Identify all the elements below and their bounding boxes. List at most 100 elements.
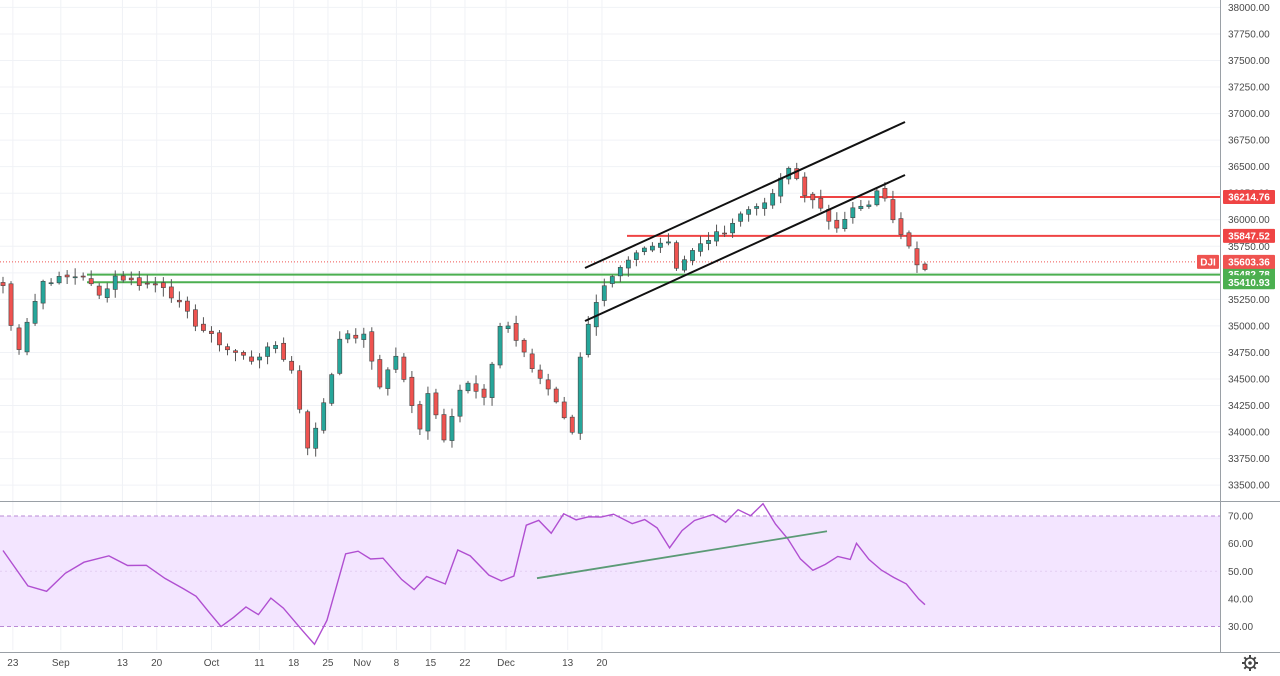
price-tick-label: 33500.00 (1228, 481, 1270, 492)
candle-down (128, 271, 134, 286)
candle-body (553, 388, 559, 403)
candle-down (289, 356, 295, 374)
candle-body (537, 369, 543, 379)
candle-up (730, 218, 735, 238)
candle-body (281, 342, 287, 360)
candle-up (706, 232, 711, 251)
time-tick-label: Sep (52, 658, 70, 669)
candle-up (48, 278, 54, 286)
candle-down (241, 350, 246, 360)
level-badge (1223, 189, 1275, 204)
candle-up (465, 380, 471, 394)
candle-body (265, 346, 270, 357)
candle-body (168, 286, 174, 299)
candle-down (890, 190, 896, 224)
time-tick-label: 23 (7, 658, 19, 669)
candle-body (754, 206, 760, 209)
trendlines[interactable] (584, 121, 906, 322)
candle-body (56, 276, 62, 284)
candle-body (866, 204, 872, 207)
candle-down (433, 388, 439, 419)
price-tick-label: 37000.00 (1228, 109, 1270, 120)
candle-body (906, 232, 912, 247)
candle-down (152, 276, 158, 293)
price-tick-label: 38000.00 (1228, 3, 1270, 14)
candle-down (417, 400, 423, 436)
candle-down (529, 348, 535, 373)
candle-body (497, 325, 503, 366)
time-tick-label: 20 (151, 658, 163, 669)
candle-body (601, 285, 607, 301)
candle-body (257, 356, 262, 361)
candle-body (369, 331, 375, 362)
rsi-line (2, 502, 926, 646)
candle-body (698, 243, 703, 252)
candle-body (489, 363, 495, 398)
candle-down (297, 365, 303, 414)
candle-down (16, 324, 22, 355)
candle-down (810, 191, 816, 209)
candle-up (24, 317, 30, 356)
candle-body (818, 197, 824, 209)
time-tick-label: 22 (459, 658, 471, 669)
price-tick-label: 33750.00 (1228, 454, 1270, 465)
candle-down (193, 304, 198, 332)
candle-down (0, 276, 6, 294)
candle-body (922, 263, 928, 270)
candle-body (465, 382, 471, 392)
candle-body (393, 355, 399, 370)
candle-down (249, 350, 254, 365)
settings-gear-icon[interactable] (1242, 655, 1258, 671)
candle-up (273, 341, 278, 354)
candle-body (794, 168, 800, 179)
candle-body (120, 275, 126, 281)
candle-down (898, 212, 904, 240)
candle-up (393, 347, 399, 374)
candle-body (577, 356, 583, 434)
price-tick-label: 35750.00 (1228, 242, 1270, 253)
candle-up (585, 316, 591, 358)
candle-up (104, 282, 110, 303)
candle-body (433, 392, 439, 416)
level-badge (1223, 275, 1275, 290)
candle-body (425, 393, 431, 432)
candle-down (569, 414, 575, 435)
rsi-band (0, 515, 1220, 628)
candle-body (513, 323, 519, 341)
candle-down (64, 270, 70, 285)
candle-body (545, 379, 551, 390)
candle-body (160, 282, 166, 288)
candles (0, 162, 928, 457)
rsi-pane (2, 502, 926, 646)
candle-down (120, 271, 126, 283)
candle-up (577, 352, 583, 440)
candle-up (609, 274, 615, 288)
candle-up (489, 361, 495, 406)
candle-body (690, 250, 695, 261)
price-axis[interactable]: 38000.00 37750.00 37500.00 37250.00 37000.00… (1228, 3, 1270, 633)
candle-body (313, 427, 319, 449)
rsi-trendline (536, 530, 828, 580)
candle-up (633, 250, 639, 267)
candle-up (746, 206, 752, 222)
candle-down (144, 274, 150, 289)
candle-body (217, 332, 222, 346)
time-tick-label: Nov (353, 658, 371, 669)
candle-body (441, 414, 447, 441)
rsi-tick-label: 40.00 (1228, 594, 1253, 605)
candle-down (545, 373, 551, 396)
candle-down (217, 330, 222, 352)
candle-down (674, 240, 679, 271)
candle-down (209, 326, 214, 343)
horizontal-levels[interactable] (0, 195, 1220, 284)
time-axis[interactable]: 23 Sep 13 20 Oct 11 18 25 Nov 8 15 22 Dec 13 20 (7, 658, 608, 669)
candle-up (738, 211, 743, 227)
candle-body (273, 345, 278, 349)
price-tick-label: 34500.00 (1228, 374, 1270, 385)
candle-down (537, 364, 543, 385)
candle-body (249, 356, 254, 362)
price-tick-label: 37500.00 (1228, 56, 1270, 67)
candle-body (16, 327, 22, 350)
candle-body (762, 202, 768, 209)
